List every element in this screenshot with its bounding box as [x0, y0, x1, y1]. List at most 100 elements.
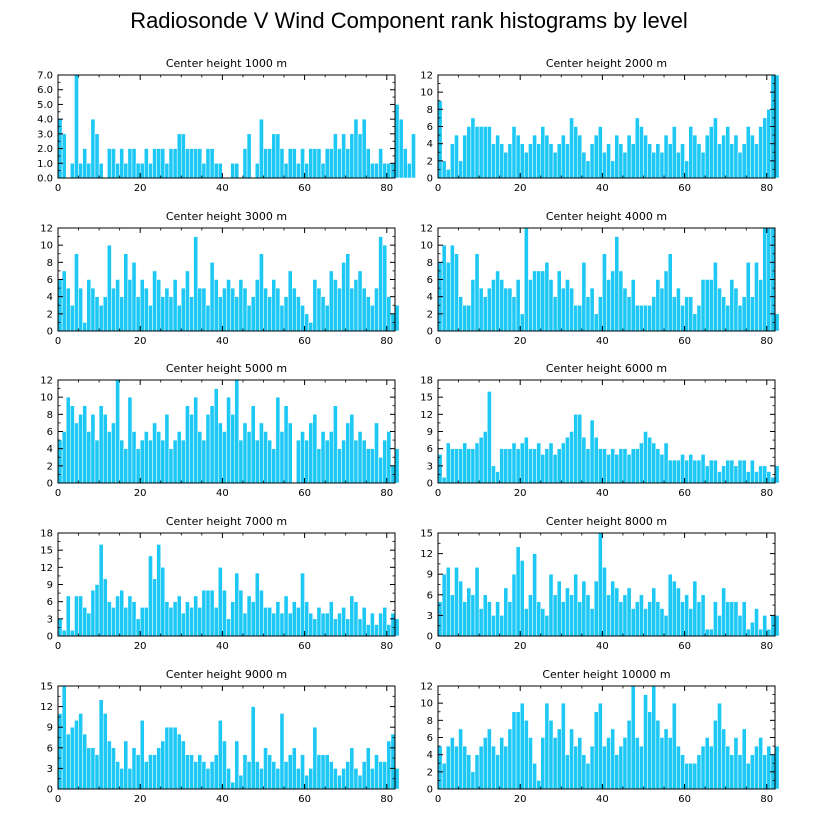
bar [144, 287, 149, 332]
bar [614, 236, 620, 332]
bar [507, 601, 513, 637]
bar [606, 279, 611, 332]
y-tick-label: 0 [47, 479, 53, 490]
bar [234, 572, 240, 637]
bar [259, 422, 264, 484]
bar [733, 601, 739, 637]
bar [320, 296, 326, 332]
bar [213, 607, 219, 637]
bar [466, 448, 472, 484]
bar [462, 442, 468, 484]
bar [94, 296, 100, 332]
bar [503, 448, 509, 484]
y-tick-label: 3.0 [37, 129, 53, 140]
bar [296, 607, 301, 637]
bar [450, 244, 455, 332]
bar [659, 454, 665, 484]
bar [528, 143, 533, 179]
bar [263, 287, 268, 332]
bar [324, 754, 330, 790]
x-tick-label: 40 [596, 336, 609, 347]
bar [454, 253, 459, 332]
bar [758, 279, 763, 332]
bar [168, 607, 174, 637]
bar [226, 618, 231, 637]
bar [450, 448, 455, 484]
bar [737, 615, 743, 637]
bar [725, 126, 731, 179]
x-tick-label: 20 [514, 336, 527, 347]
bar [370, 163, 375, 179]
bar [626, 720, 632, 790]
bar [532, 553, 537, 637]
bar [569, 594, 574, 637]
bar [316, 448, 322, 484]
y-tick-label: 8 [47, 258, 53, 269]
bar [511, 573, 517, 637]
y-tick-label: 9 [47, 723, 53, 734]
bar [684, 459, 689, 484]
y-tick-label: 0 [47, 632, 53, 643]
bar [70, 405, 75, 484]
bar [131, 262, 137, 332]
bar [745, 126, 751, 179]
bar [437, 745, 443, 790]
y-tick-label: 10 [420, 699, 433, 710]
bar [234, 296, 240, 332]
bar [511, 442, 517, 484]
bar [398, 118, 404, 179]
bar [565, 143, 570, 179]
bar [287, 612, 293, 637]
bar [283, 595, 289, 637]
bar [378, 148, 383, 179]
bar [680, 754, 685, 790]
bar [450, 143, 455, 179]
bar [107, 244, 112, 332]
bar [275, 396, 281, 484]
bar [238, 775, 244, 790]
x-tick-label: 20 [134, 488, 147, 499]
x-tick-label: 80 [760, 641, 773, 652]
y-tick-label: 0 [47, 785, 53, 796]
bar [684, 296, 689, 332]
bar [474, 567, 480, 637]
bar [296, 439, 301, 484]
bar [189, 296, 194, 332]
bar [762, 615, 768, 637]
bar [737, 305, 743, 332]
bar [181, 439, 186, 484]
bar [630, 685, 636, 790]
bar [733, 134, 739, 179]
bar [193, 236, 198, 332]
bar [90, 414, 96, 484]
bar [411, 133, 416, 179]
bar [515, 134, 521, 179]
bar [536, 601, 541, 637]
bar [279, 148, 285, 179]
bar [556, 580, 562, 637]
x-tick-label: 0 [55, 183, 61, 194]
bar [271, 279, 277, 332]
y-tick-label: 3 [47, 614, 53, 625]
bar [127, 396, 133, 484]
bar [548, 143, 554, 179]
bar [610, 580, 615, 637]
bar [548, 442, 554, 484]
bar [663, 615, 669, 637]
bar [222, 287, 227, 332]
bar [238, 589, 244, 637]
bar [222, 589, 227, 637]
bar [300, 148, 305, 179]
bar [90, 747, 96, 790]
y-tick-label: 12 [40, 702, 53, 713]
bar [353, 768, 359, 790]
bar [544, 615, 550, 637]
bar [115, 761, 120, 790]
bar [540, 454, 546, 484]
bar [61, 685, 67, 790]
bar [250, 601, 256, 637]
bar [626, 296, 632, 332]
bar [185, 754, 190, 790]
bar [750, 134, 755, 179]
